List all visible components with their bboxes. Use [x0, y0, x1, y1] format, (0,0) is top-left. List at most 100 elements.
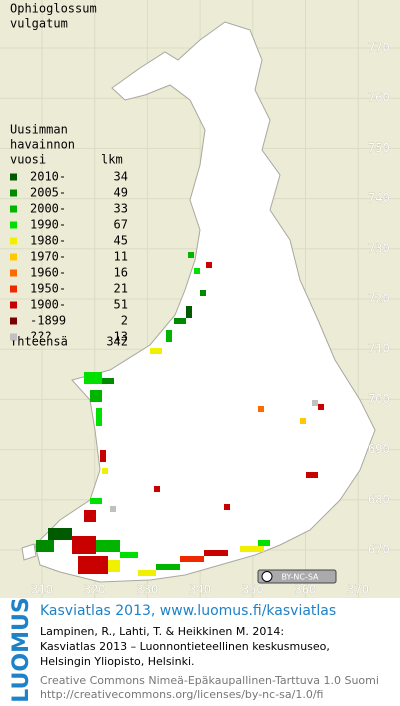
- legend-label: 1980-: [30, 234, 66, 248]
- badge-icon: [261, 571, 273, 582]
- species-name: vulgatum: [10, 17, 68, 31]
- north-tick-label: 700: [368, 392, 390, 406]
- occurrence-square: [90, 498, 102, 504]
- occurrence-square: [312, 400, 318, 406]
- occurrence-square: [102, 468, 108, 474]
- occurrence-square: [166, 330, 172, 342]
- legend-swatch: [10, 285, 17, 293]
- occurrence-square: [194, 268, 200, 274]
- occurrence-square: [72, 536, 96, 554]
- badge-text: BY-NC-SA: [281, 573, 319, 582]
- citation-line: Helsingin Yliopisto, Helsinki.: [40, 655, 195, 668]
- occurrence-square: [224, 504, 230, 510]
- legend-count: 16: [114, 266, 128, 280]
- occurrence-square: [156, 564, 180, 570]
- legend: Ophioglossum vulgatum Uusimman havainnon…: [10, 2, 128, 349]
- occurrence-square: [120, 552, 138, 558]
- legend-count: 51: [114, 298, 128, 312]
- legend-heading: vuosi: [10, 153, 46, 167]
- legend-count: 34: [114, 170, 128, 184]
- occurrence-square: [200, 290, 206, 296]
- north-tick-label: 760: [368, 91, 390, 105]
- occurrence-square: [150, 348, 162, 354]
- east-tick-label: 350: [242, 583, 264, 597]
- legend-label: 1990-: [30, 218, 66, 232]
- license-line: Creative Commons Nimeä-Epäkaupallinen-Ta…: [40, 674, 379, 687]
- legend-swatch: [10, 333, 17, 341]
- legend-count: 13: [114, 330, 128, 344]
- occurrence-square: [84, 510, 96, 522]
- legend-swatch: [10, 205, 17, 213]
- finland-outline: [34, 21, 376, 583]
- legend-swatch: [10, 301, 17, 309]
- footer-title: Kasviatlas 2013, www.luomus.fi/kasviatla…: [40, 603, 336, 619]
- legend-heading: Uusimman: [10, 123, 68, 137]
- occurrence-square: [100, 450, 106, 462]
- occurrence-squares: [36, 252, 324, 576]
- occurrence-square: [90, 390, 102, 402]
- occurrence-square: [48, 528, 72, 540]
- occurrence-square: [36, 540, 54, 552]
- occurrence-square: [96, 408, 102, 426]
- legend-swatch: [10, 173, 17, 181]
- north-tick-label: 670: [368, 543, 390, 557]
- legend-label: 1970-: [30, 250, 66, 264]
- legend-label: 2000-: [30, 202, 66, 216]
- legend-swatch: [10, 253, 17, 261]
- occurrence-square: [138, 570, 156, 576]
- occurrence-square: [300, 418, 306, 424]
- legend-label: 1950-: [30, 282, 66, 296]
- occurrence-square: [240, 546, 264, 552]
- legend-label: -1899: [30, 314, 66, 328]
- occurrence-square: [258, 406, 264, 412]
- legend-swatch: [10, 237, 17, 245]
- north-tick-label: 690: [368, 442, 390, 456]
- occurrence-square: [154, 486, 160, 492]
- east-tick-label: 310: [31, 583, 53, 597]
- license-line: http://creativecommons.org/licenses/by-n…: [40, 688, 323, 701]
- legend-count: 33: [114, 202, 128, 216]
- badge-frame: [257, 569, 337, 584]
- north-tick-label: 730: [368, 241, 390, 255]
- legend-count: 45: [114, 234, 128, 248]
- legend-swatch: [10, 221, 17, 229]
- species-name: Ophioglossum: [10, 2, 97, 16]
- east-tick-label: 330: [137, 583, 159, 597]
- aland-islands: [21, 543, 37, 561]
- occurrence-square: [188, 252, 194, 258]
- north-tick-label: 770: [368, 41, 390, 55]
- occurrence-square: [108, 560, 120, 572]
- occurrence-square: [318, 404, 324, 410]
- occurrence-square: [206, 262, 212, 268]
- license-badge: BY-NC-SA: [257, 569, 337, 584]
- legend-count: 21: [114, 282, 128, 296]
- legend-count: 49: [114, 186, 128, 200]
- legend-count: 2: [121, 314, 128, 328]
- occurrence-square: [204, 550, 228, 556]
- total-label: Yhteensä: [10, 335, 68, 349]
- east-tick-label: 360: [295, 583, 317, 597]
- legend-label: 2005-: [30, 186, 66, 200]
- occurrence-square: [96, 540, 120, 552]
- occurrence-square: [186, 306, 192, 318]
- legend-label: 1900-: [30, 298, 66, 312]
- east-tick-label: 370: [347, 583, 369, 597]
- occurrence-square: [102, 378, 114, 384]
- east-tick-label: 320: [84, 583, 106, 597]
- logo: LUOMUS: [9, 597, 34, 702]
- citation-line: Kasviatlas 2013 – Luonnontieteellinen ke…: [40, 640, 330, 653]
- legend-count: 11: [114, 250, 128, 264]
- occurrence-square: [110, 506, 116, 512]
- north-tick-label: 720: [368, 292, 390, 306]
- north-tick-label: 710: [368, 342, 390, 356]
- legend-swatch: [10, 269, 17, 277]
- legend-count: 67: [114, 218, 128, 232]
- occurrence-square: [84, 372, 102, 384]
- east-tick-label: 340: [189, 583, 211, 597]
- occurrence-square: [180, 556, 204, 562]
- total-count: 342: [106, 335, 128, 349]
- legend-label: 1960-: [30, 266, 66, 280]
- north-tick-label: 750: [368, 141, 390, 155]
- legend-count-header: lkm: [101, 153, 123, 167]
- legend-label: 2010-: [30, 170, 66, 184]
